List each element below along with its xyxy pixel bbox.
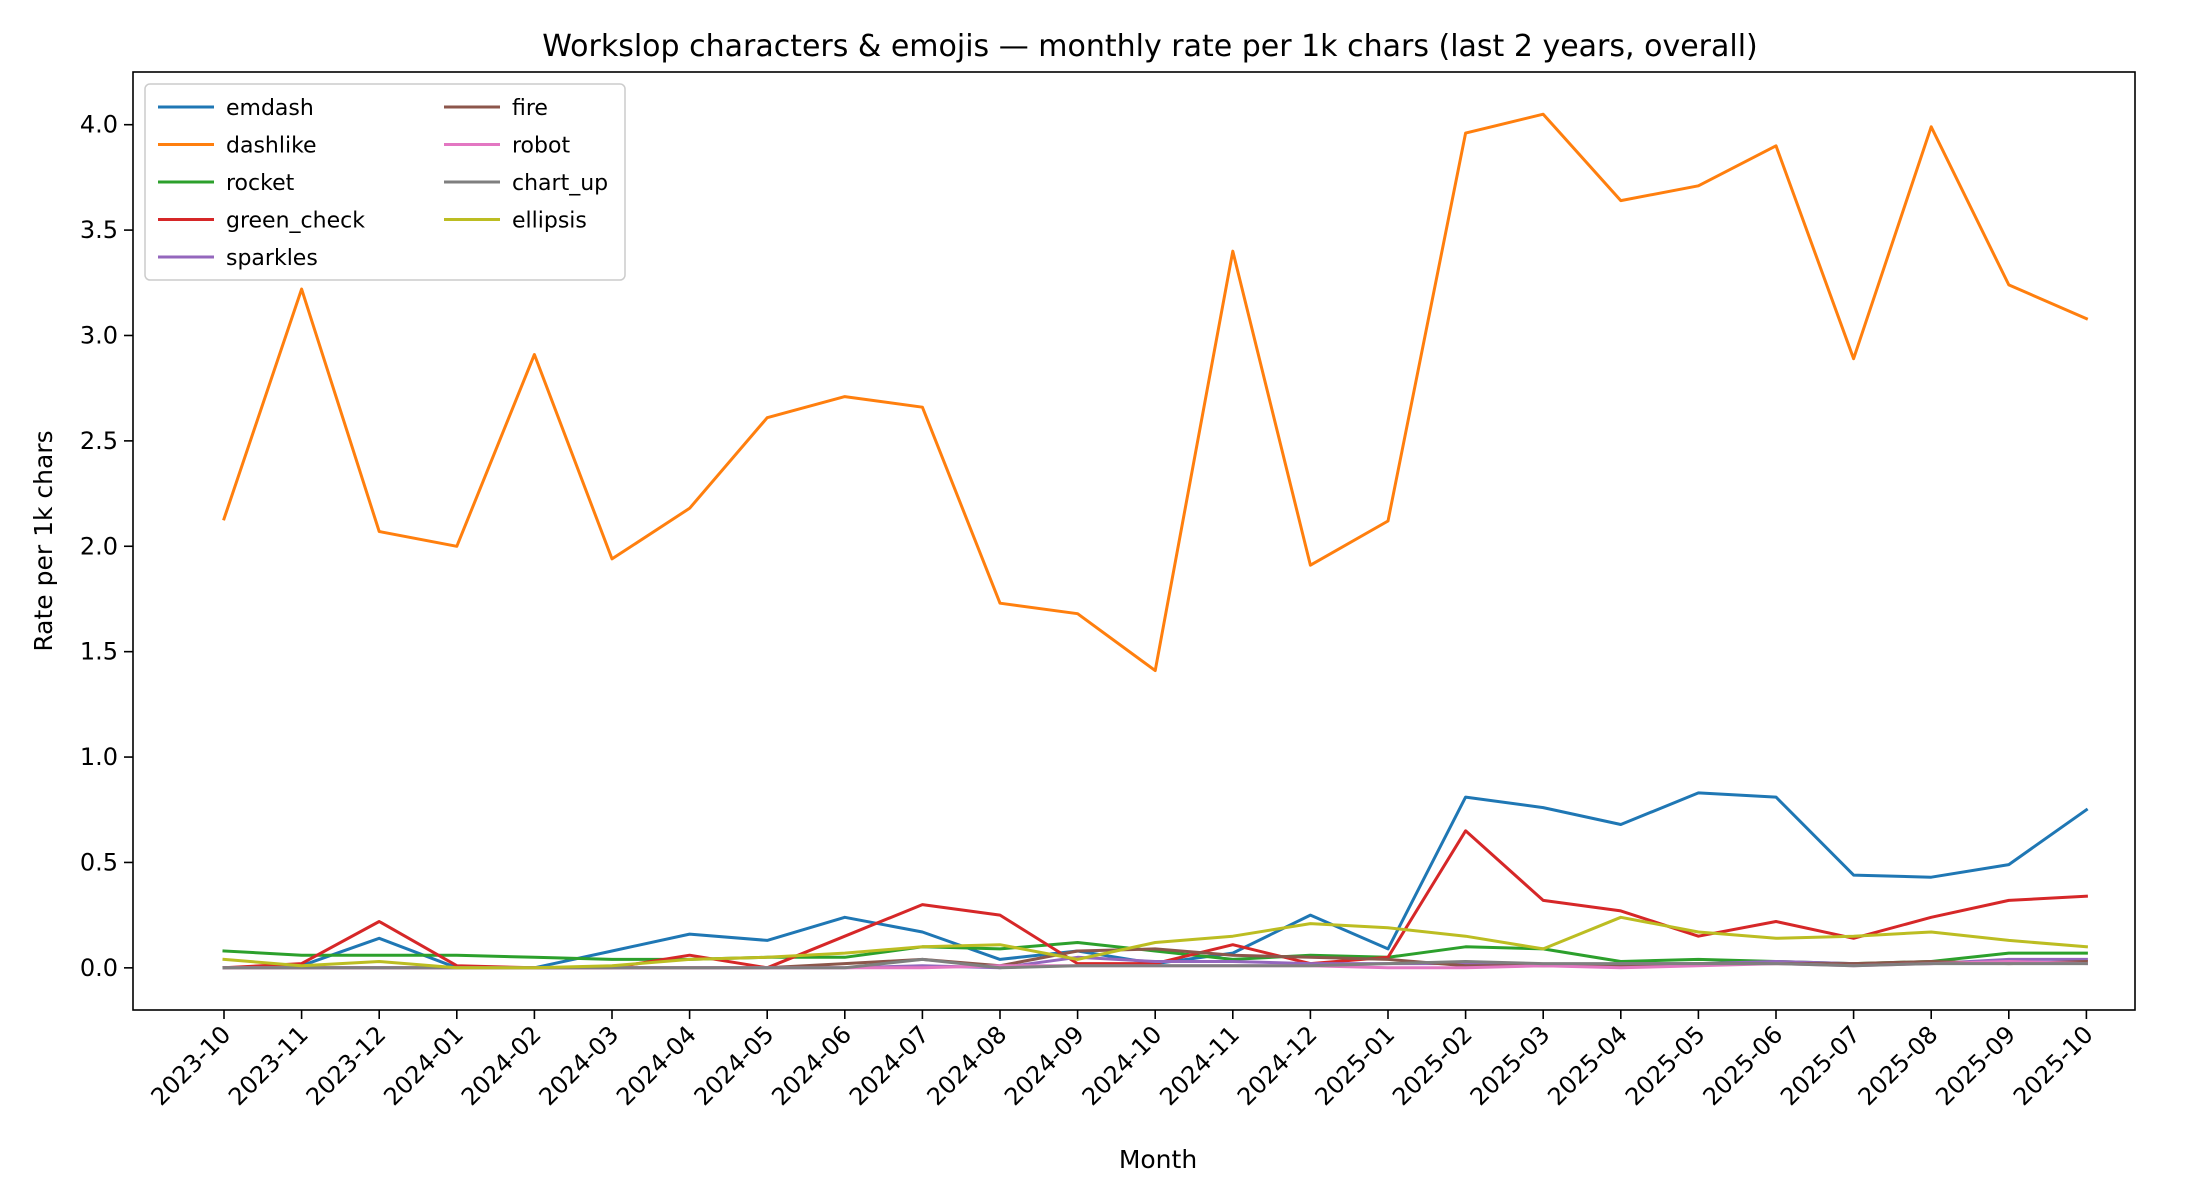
y-tick-label: 1.0 xyxy=(80,743,118,771)
y-tick-label: 2.5 xyxy=(80,427,118,455)
x-axis-label: Month xyxy=(1119,1145,1197,1174)
y-tick-label: 3.5 xyxy=(80,216,118,244)
legend-label: emdash xyxy=(226,96,314,121)
legend-label: ellipsis xyxy=(512,209,587,234)
legend-label: robot xyxy=(512,134,570,159)
y-tick-label: 4.0 xyxy=(80,111,118,139)
y-tick-label: 1.5 xyxy=(80,638,118,666)
y-tick-label: 3.0 xyxy=(80,321,118,349)
legend-label: rocket xyxy=(226,171,295,196)
legend-label: chart_up xyxy=(512,171,608,196)
legend-label: green_check xyxy=(226,209,365,234)
y-tick-label: 0.5 xyxy=(80,848,118,876)
y-tick-label: 0.0 xyxy=(80,954,118,982)
legend-label: sparkles xyxy=(226,246,318,271)
series-layer xyxy=(222,112,2089,970)
series-line-ellipsis xyxy=(222,915,2089,970)
y-tick-label: 2.0 xyxy=(80,532,118,560)
series-line-dashlike xyxy=(222,112,2089,673)
legend: emdash dashlike rocket green_check sparkles f… xyxy=(144,83,626,281)
legend-label: fire xyxy=(512,96,548,121)
legend-label: dashlike xyxy=(226,134,317,159)
legend-box xyxy=(144,83,626,281)
y-axis-label: Rate per 1k chars xyxy=(29,430,58,651)
chart-title: Workslop characters & emojis — monthly r… xyxy=(542,29,1758,64)
plot-frame xyxy=(132,71,2136,1011)
